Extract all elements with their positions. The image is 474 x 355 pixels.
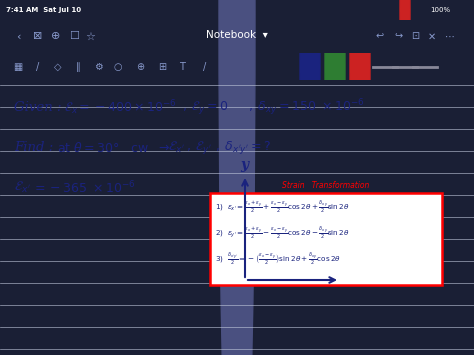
Text: at $\theta = 30°$   cw  $\rightarrow$: at $\theta = 30°$ cw $\rightarrow$ xyxy=(57,141,170,155)
Text: 1)  $\varepsilon_{x'} = \frac{\varepsilon_x+\varepsilon_y}{2} + \frac{\varepsilo: 1) $\varepsilon_{x'} = \frac{\varepsilon… xyxy=(215,199,350,215)
Text: 100%: 100% xyxy=(430,7,450,13)
Text: /: / xyxy=(203,61,207,72)
Text: $= -365 \;\times 10^{-6}$: $= -365 \;\times 10^{-6}$ xyxy=(32,180,136,196)
Text: $\mathcal{E}_{x'}$: $\mathcal{E}_{x'}$ xyxy=(168,140,185,155)
Text: $\mathcal{E}_{x'}$: $\mathcal{E}_{x'}$ xyxy=(14,180,31,195)
Text: ☆: ☆ xyxy=(85,31,95,42)
Text: $, \;\delta_{x'y'} = ?$: $, \;\delta_{x'y'} = ?$ xyxy=(215,140,271,156)
Text: 2)  $\varepsilon_{y'} = \frac{\varepsilon_x+\varepsilon_y}{2} - \frac{\varepsilo: 2) $\varepsilon_{y'} = \frac{\varepsilon… xyxy=(215,225,350,241)
Text: $\mathcal{E}_x = -400 \times 10^{-6}$: $\mathcal{E}_x = -400 \times 10^{-6}$ xyxy=(64,99,177,117)
Text: Find :: Find : xyxy=(14,141,53,154)
Text: $, \;\delta_{xy} = 150 \;\times 10^{-6}$: $, \;\delta_{xy} = 150 \;\times 10^{-6}$ xyxy=(248,98,365,118)
Text: ○: ○ xyxy=(114,61,122,72)
Circle shape xyxy=(325,0,345,333)
Text: T: T xyxy=(179,61,185,72)
Text: $, \;\mathcal{E}_y = 0$: $, \;\mathcal{E}_y = 0$ xyxy=(182,99,229,116)
Text: /: / xyxy=(36,61,40,72)
Text: ⋯: ⋯ xyxy=(445,31,455,42)
Text: ▦: ▦ xyxy=(13,61,23,72)
Text: 7:41 AM  Sat Jul 10: 7:41 AM Sat Jul 10 xyxy=(6,7,81,13)
Text: ⊞: ⊞ xyxy=(158,61,166,72)
Text: 3)  $\frac{\delta_{x'y'}}{2} = -\left(\frac{\varepsilon_x-\varepsilon_y}{2}\righ: 3) $\frac{\delta_{x'y'}}{2} = -\left(\fr… xyxy=(215,252,341,267)
Text: ↩: ↩ xyxy=(376,31,384,42)
Text: ⊕: ⊕ xyxy=(136,61,144,72)
Text: ↪: ↪ xyxy=(394,31,402,42)
Text: ◇: ◇ xyxy=(54,61,62,72)
Text: Notebook  ▾: Notebook ▾ xyxy=(206,30,268,40)
Text: ⊠: ⊠ xyxy=(33,31,43,42)
Text: y: y xyxy=(240,158,248,172)
Circle shape xyxy=(350,0,370,333)
Text: ⊡: ⊡ xyxy=(411,31,419,42)
Text: Given :: Given : xyxy=(14,102,62,114)
Text: ⊕: ⊕ xyxy=(51,31,61,42)
Text: x: x xyxy=(348,273,356,287)
Text: Strain   Transformation: Strain Transformation xyxy=(283,181,370,190)
Bar xyxy=(210,193,442,285)
Text: ⚙: ⚙ xyxy=(94,61,102,72)
Text: ✕: ✕ xyxy=(428,31,436,42)
Circle shape xyxy=(219,0,255,355)
Circle shape xyxy=(400,0,410,108)
Text: ∥: ∥ xyxy=(75,61,81,72)
Circle shape xyxy=(300,0,320,333)
Text: ‹: ‹ xyxy=(16,31,20,42)
Text: ☐: ☐ xyxy=(69,31,79,42)
Text: $, \;\mathcal{E}_{y'}$: $, \;\mathcal{E}_{y'}$ xyxy=(186,140,212,156)
